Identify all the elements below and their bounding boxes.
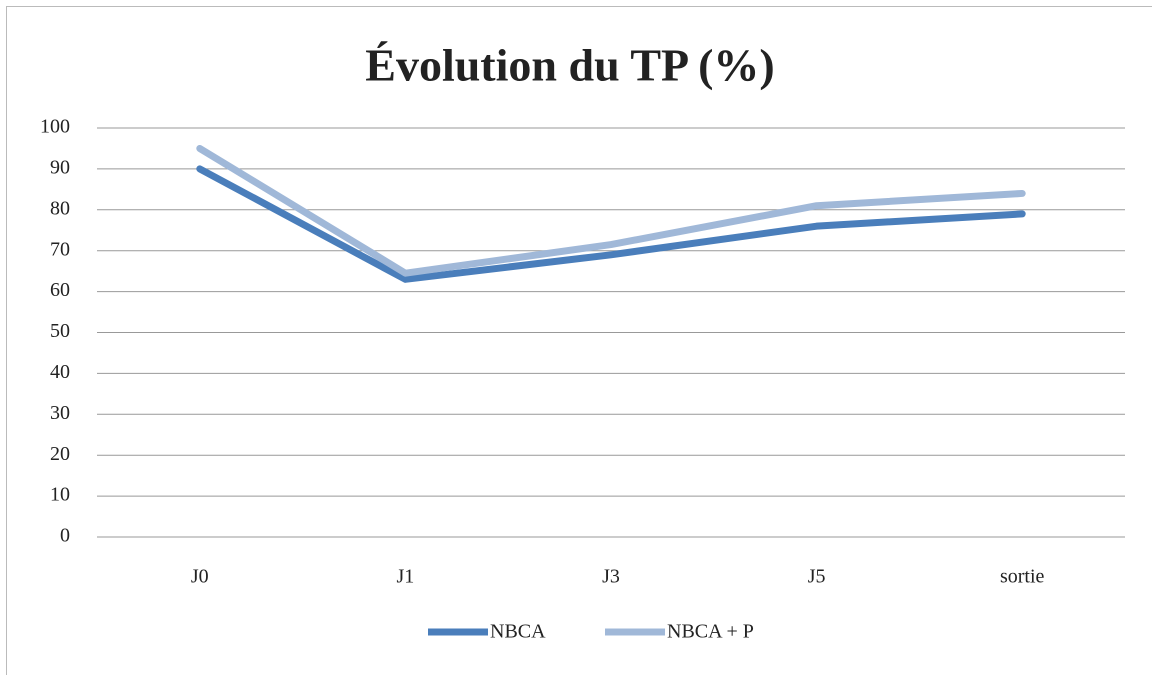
series-line [196,144,1026,277]
y-tick-label: 60 [50,279,70,301]
y-tick-label: 80 [50,197,70,219]
y-tick-label: 20 [50,443,70,465]
x-tick-label: J3 [602,566,620,588]
y-tick-label: 40 [50,361,70,383]
x-tick-label: J1 [397,566,415,588]
y-tick-label: 100 [40,116,70,138]
y-tick-label: 70 [50,238,70,260]
x-tick-label: J0 [191,566,209,588]
y-tick-label: 10 [50,484,70,506]
series-line [196,165,1026,283]
chart-border [6,6,1152,675]
y-tick-label: 90 [50,156,70,178]
legend-label: NBCA [490,621,546,643]
chart-title: Évolution du TP (%) [365,40,774,91]
legend-label: NBCA + P [667,621,754,643]
x-tick-label: J5 [808,566,826,588]
y-tick-label: 50 [50,320,70,342]
y-tick-label: 0 [60,525,70,547]
y-tick-label: 30 [50,402,70,424]
x-tick-label: sortie [1000,566,1045,588]
